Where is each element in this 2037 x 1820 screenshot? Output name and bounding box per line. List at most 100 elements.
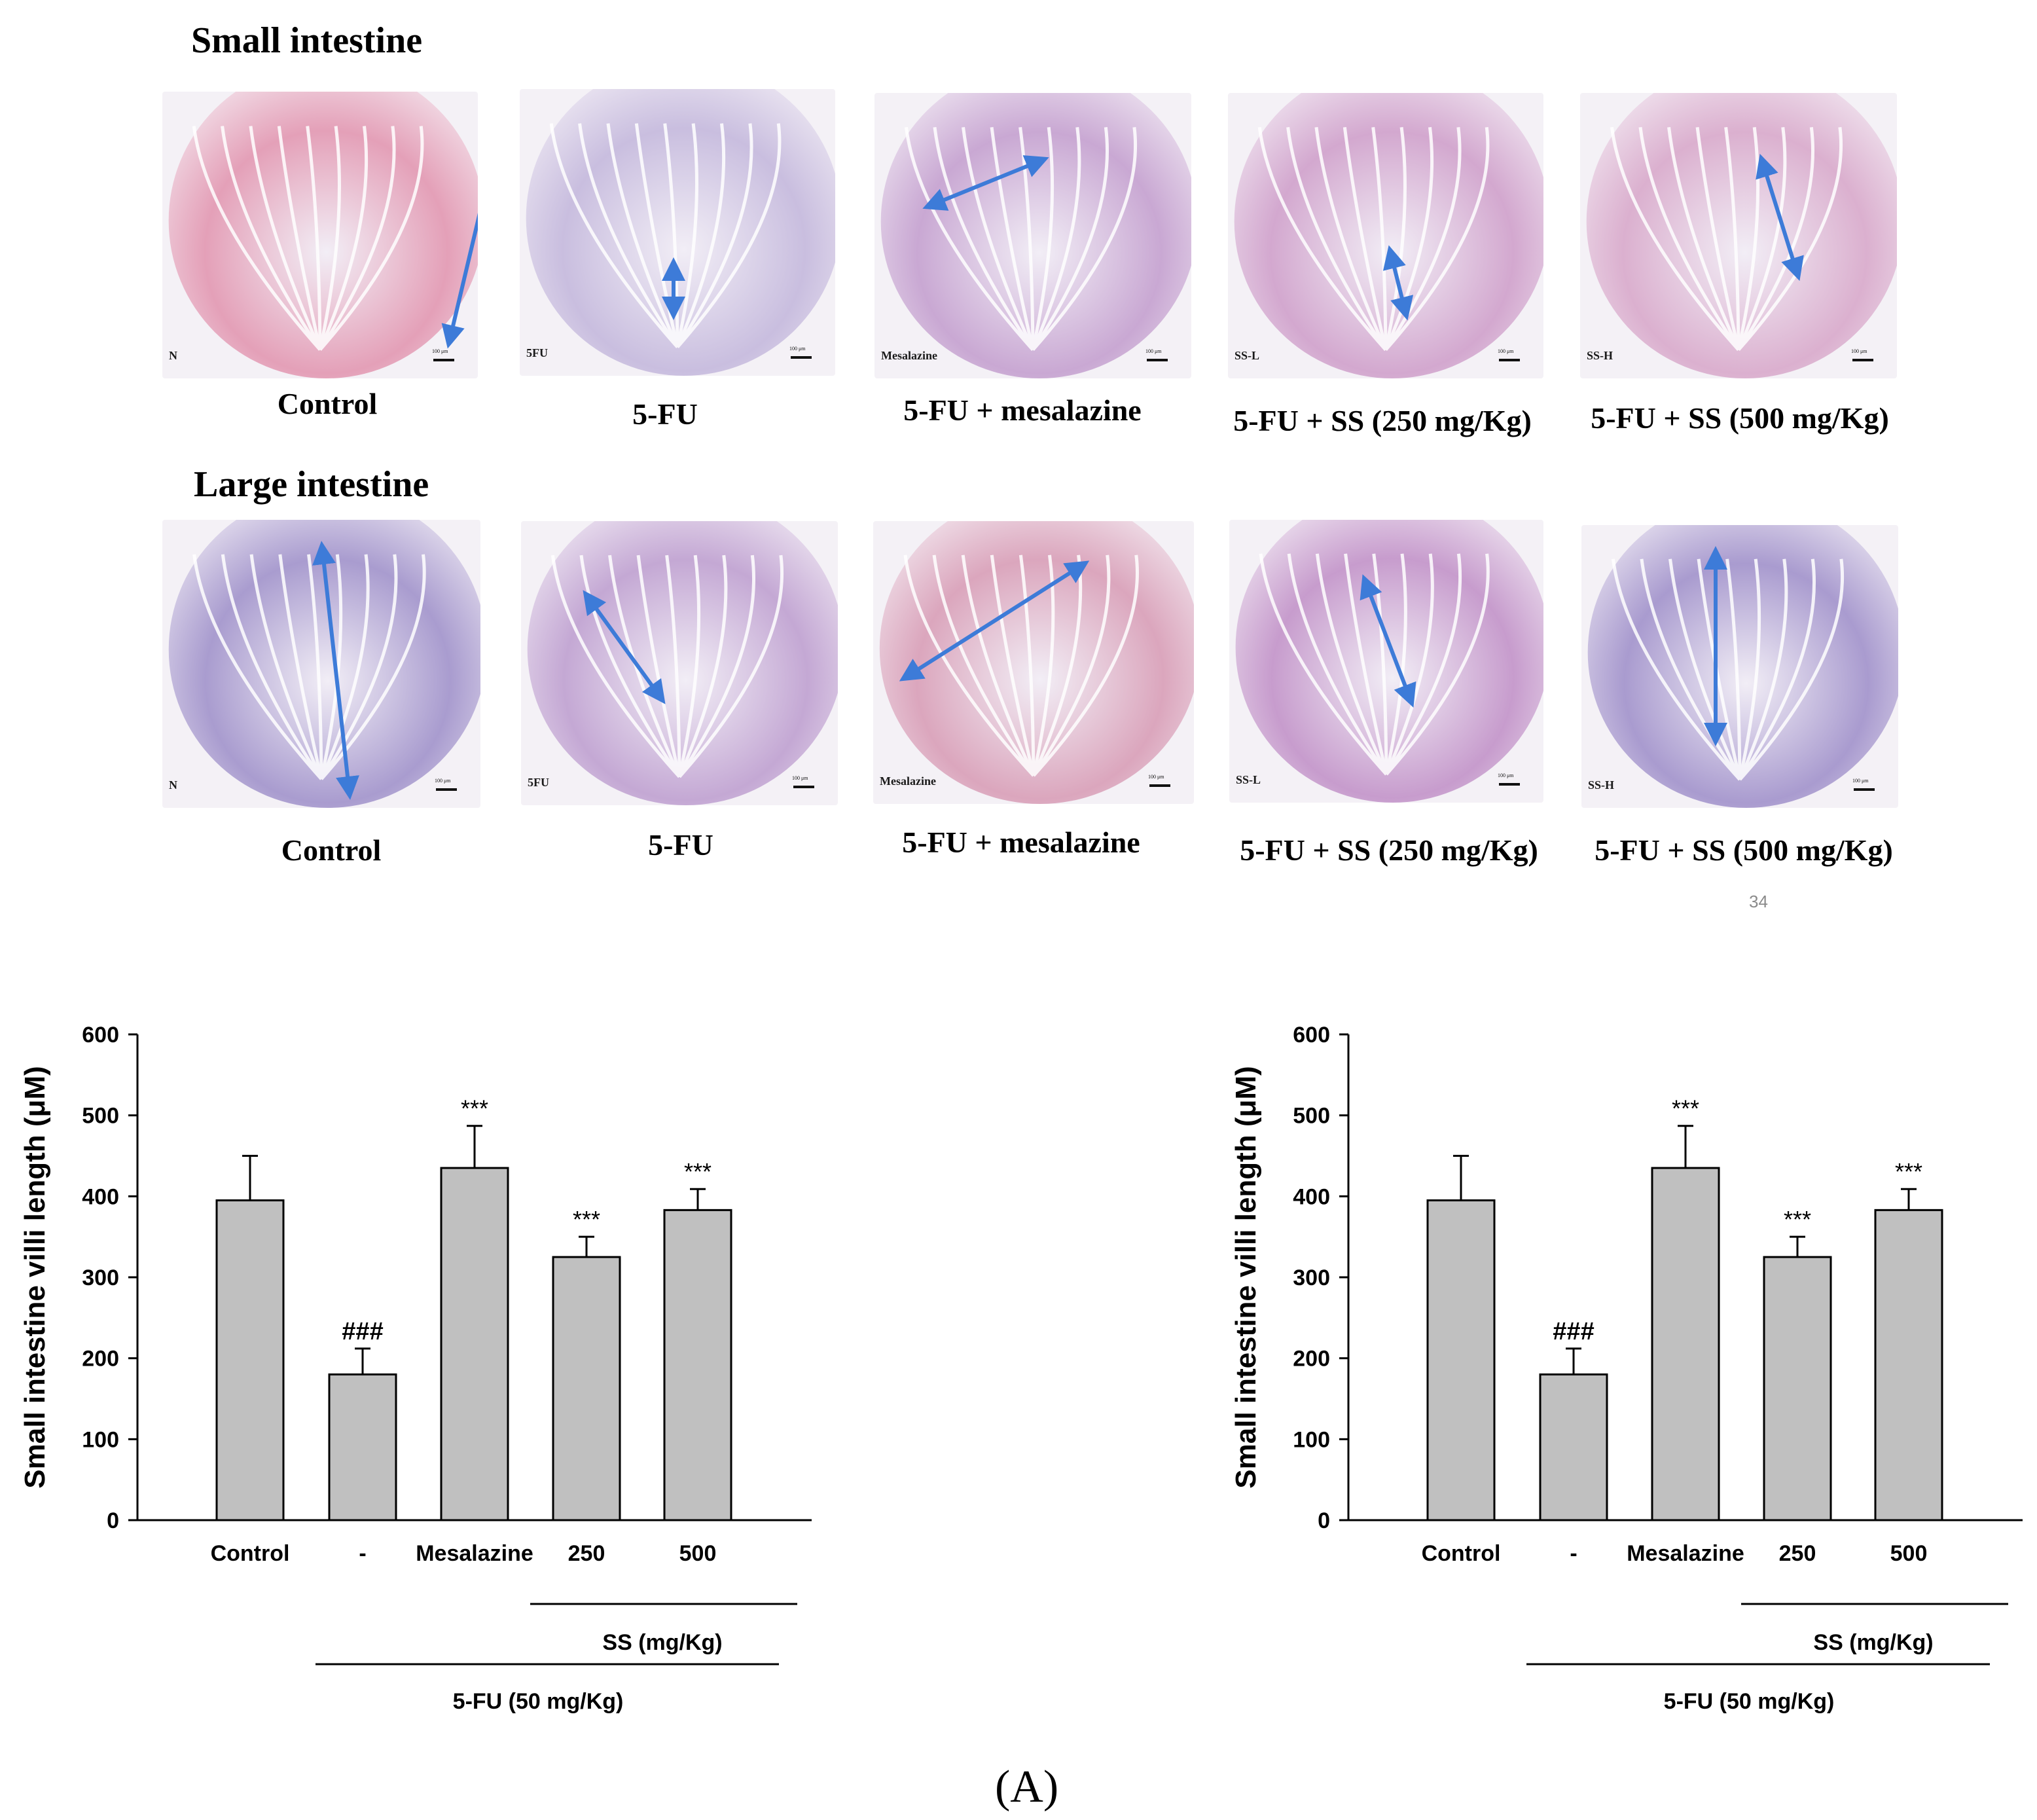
- bar-chart-svg: 0 100 200 300 400 500 600 Small intestine villi…: [19, 1023, 812, 1714]
- significance-label: ***: [573, 1206, 600, 1233]
- scale-bar: 100 μm: [435, 778, 457, 791]
- y-tick-label: 200: [82, 1347, 119, 1372]
- large-micrograph-1: N 100 μm: [162, 520, 480, 808]
- y-axis-label: Small intestine villi length (μM): [1230, 1066, 1262, 1488]
- scale-bar-label: 100 μm: [792, 775, 808, 781]
- y-tick-label: 500: [82, 1104, 119, 1129]
- scale-bar: 100 μm: [1498, 773, 1520, 786]
- scale-bar-label: 100 μm: [432, 348, 448, 354]
- scale-bar: 100 μm: [1852, 778, 1875, 791]
- significance-label: ***: [684, 1158, 712, 1185]
- scale-bar: 100 μm: [1851, 348, 1873, 361]
- bar-chart-svg: 0 100 200 300 400 500 600 Small intestine villi…: [1230, 1023, 2023, 1714]
- measurement-arrow: [922, 155, 1049, 211]
- scale-bar: 100 μm: [792, 775, 814, 788]
- fu-group-label: 5-FU (50 mg/Kg): [453, 1689, 624, 1714]
- bar-chart-left: 0 100 200 300 400 500 600 Small intestine villi…: [0, 995, 851, 1735]
- scale-bar-label: 100 μm: [1498, 348, 1514, 354]
- y-tick-label: 100: [1293, 1427, 1330, 1452]
- small-micrograph-4: SS-L 100 μm: [1228, 93, 1543, 378]
- x-tick-label: 250: [568, 1541, 605, 1566]
- y-tick-label: 0: [1318, 1508, 1330, 1533]
- ss-group-label: SS (mg/Kg): [1813, 1630, 1933, 1655]
- panel-tag: SS-H: [1587, 349, 1613, 362]
- x-tick-label: -: [359, 1541, 366, 1566]
- bar: [552, 1256, 621, 1521]
- y-axis-label: Small intestine villi length (μM): [19, 1066, 51, 1488]
- y-tick-label: 200: [1293, 1347, 1330, 1372]
- y-tick-label: 600: [82, 1023, 119, 1047]
- x-tick-label: Mesalazine: [416, 1541, 533, 1566]
- measurement-arrow: [1360, 574, 1416, 708]
- large-caption-4: 5-FU + SS (250 mg/Kg): [1240, 833, 1538, 867]
- significance-label: ***: [461, 1095, 488, 1122]
- measurement-arrow: [1382, 245, 1414, 321]
- x-tick-label: 500: [679, 1541, 717, 1566]
- small-micrograph-5: SS-H 100 μm: [1580, 93, 1897, 378]
- bar: [1539, 1373, 1608, 1521]
- panel-tag: SS-L: [1235, 349, 1260, 362]
- fu-group-label: 5-FU (50 mg/Kg): [1664, 1689, 1835, 1714]
- scale-bar-label: 100 μm: [435, 778, 451, 784]
- scale-bar: 100 μm: [1145, 348, 1168, 361]
- panel-tag: 5FU: [526, 346, 548, 359]
- scale-bar: 100 μm: [789, 346, 812, 359]
- small-caption-4: 5-FU + SS (250 mg/Kg): [1233, 404, 1532, 437]
- bar: [328, 1373, 397, 1521]
- small-caption-5: 5-FU + SS (500 mg/Kg): [1591, 401, 1889, 435]
- significance-label: ***: [1672, 1095, 1699, 1122]
- large-caption-2: 5-FU: [648, 828, 713, 862]
- small-micrograph-1: N 100 μm: [162, 92, 478, 378]
- measurement-arrow: [312, 541, 359, 800]
- small-caption-1: Control: [277, 387, 378, 420]
- y-tick-label: 600: [1293, 1023, 1330, 1047]
- panel-tag: N: [169, 778, 177, 792]
- small-micrograph-3: Mesalazine 100 μm: [874, 93, 1191, 378]
- panel-tag: Mesalazine: [881, 349, 937, 362]
- scale-bar: 100 μm: [1498, 348, 1520, 361]
- small-caption-2: 5-FU: [632, 397, 698, 431]
- significance-label: ###: [1553, 1318, 1594, 1345]
- scale-bar: 100 μm: [432, 348, 454, 361]
- significance-label: ###: [342, 1318, 383, 1345]
- bar: [1651, 1167, 1720, 1521]
- scale-bar-label: 100 μm: [1145, 348, 1162, 354]
- panel-tag: SS-H: [1588, 778, 1615, 792]
- scale-bar-label: 100 μm: [789, 346, 806, 352]
- scale-bar-label: 100 μm: [1852, 778, 1869, 784]
- y-tick-label: 300: [1293, 1265, 1330, 1290]
- large-caption-1: Control: [281, 833, 382, 867]
- significance-label: ***: [1784, 1206, 1811, 1233]
- x-tick-label: Control: [211, 1541, 290, 1566]
- bar: [440, 1167, 509, 1521]
- x-tick-label: Control: [1422, 1541, 1501, 1566]
- bar: [215, 1199, 285, 1521]
- small-intestine-title: Small intestine: [191, 20, 423, 61]
- y-tick-label: 400: [82, 1184, 119, 1209]
- panel-tag: 5FU: [528, 776, 549, 789]
- small-caption-3: 5-FU + mesalazine: [903, 393, 1142, 427]
- y-tick-label: 400: [1293, 1184, 1330, 1209]
- measurement-arrow: [899, 560, 1090, 682]
- scale-bar-label: 100 μm: [1851, 348, 1867, 354]
- panel-tag: Mesalazine: [880, 774, 936, 788]
- ss-group-label: SS (mg/Kg): [602, 1630, 722, 1655]
- panel-tag: N: [169, 349, 177, 362]
- bar: [663, 1209, 732, 1521]
- measurement-arrow: [441, 132, 478, 349]
- significance-label: ***: [1895, 1158, 1922, 1185]
- large-micrograph-2: 5FU 100 μm: [521, 521, 838, 805]
- measurement-arrow: [1756, 153, 1804, 282]
- large-micrograph-4: SS-L 100 μm: [1229, 520, 1543, 803]
- y-tick-label: 500: [1293, 1104, 1330, 1129]
- scale-bar: 100 μm: [1148, 774, 1170, 787]
- x-tick-label: 500: [1890, 1541, 1928, 1566]
- x-tick-label: 250: [1779, 1541, 1816, 1566]
- y-tick-label: 0: [107, 1508, 119, 1533]
- small-micrograph-2: 5FU 100 μm: [520, 89, 835, 376]
- bar: [1874, 1209, 1943, 1521]
- large-intestine-title: Large intestine: [194, 464, 429, 505]
- x-tick-label: -: [1570, 1541, 1577, 1566]
- scale-bar-label: 100 μm: [1148, 774, 1164, 780]
- figure-label: (A): [995, 1762, 1059, 1812]
